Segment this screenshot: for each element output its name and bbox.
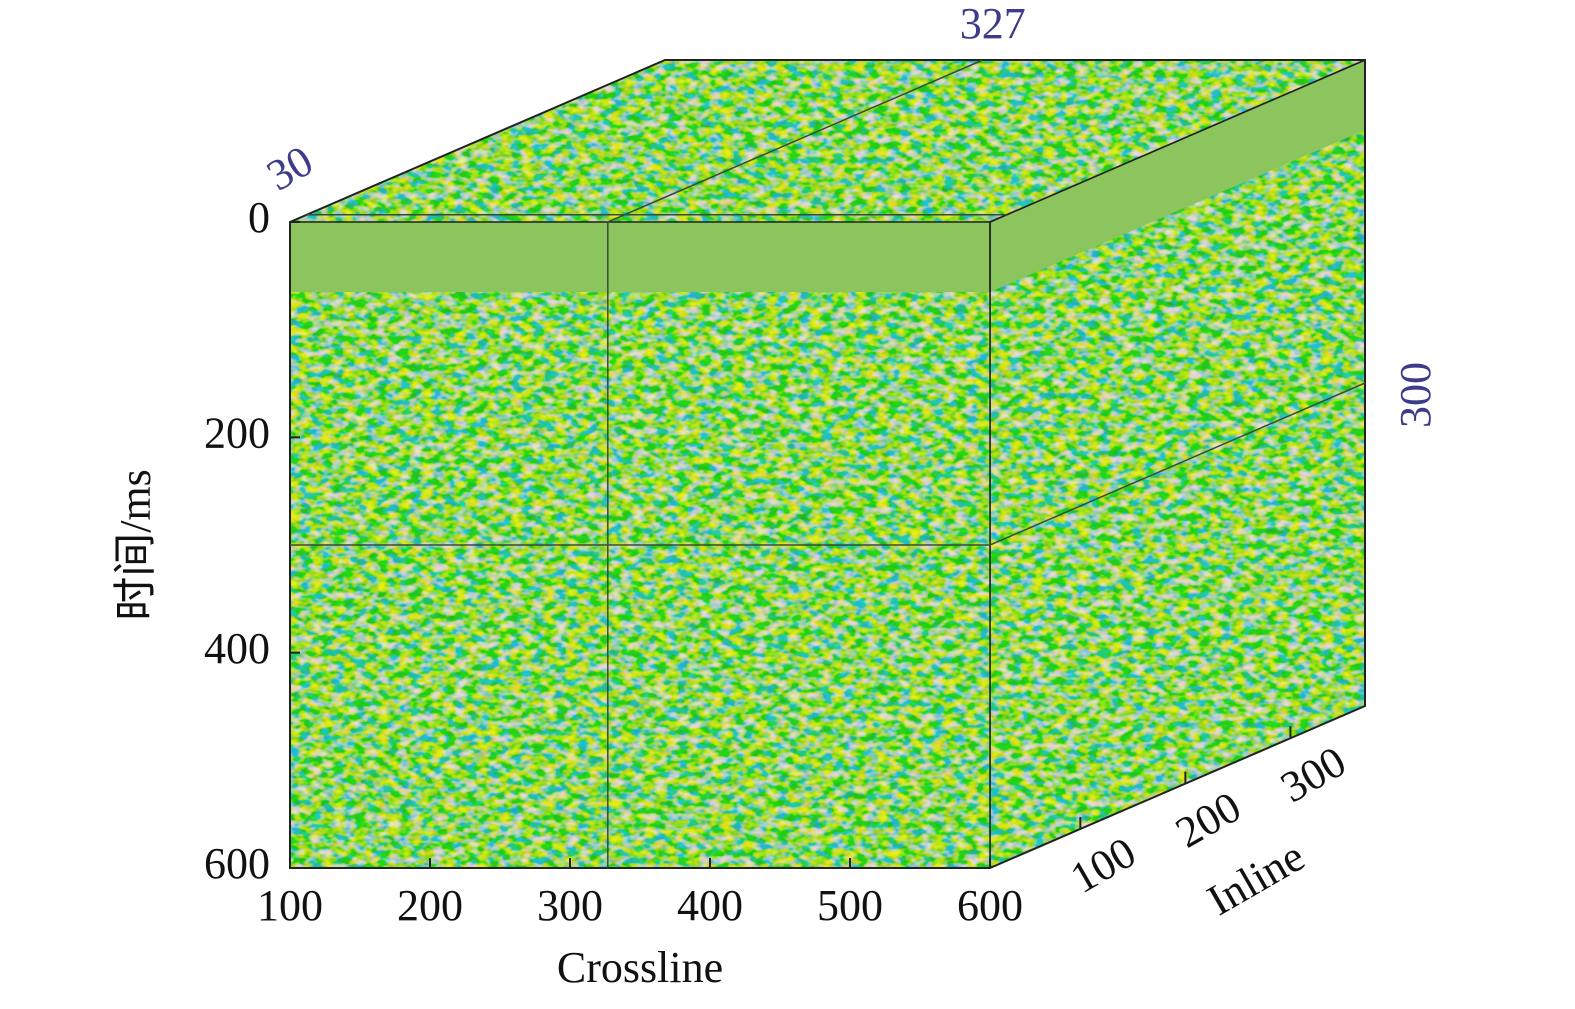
z-tick-label: 200 xyxy=(1167,782,1249,857)
x-tick-label: 100 xyxy=(257,881,323,930)
y-tick-label: 0 xyxy=(248,193,270,242)
x-axis-label: Crossline xyxy=(557,943,723,992)
z-tick-label: 300 xyxy=(1272,737,1354,812)
right-face-texture xyxy=(990,130,1365,868)
y-tick-label: 400 xyxy=(204,624,270,673)
inline-slice-label: 30 xyxy=(258,136,321,200)
crossline-slice-label: 327 xyxy=(960,0,1026,48)
cube-edge xyxy=(989,59,1366,223)
x-tick-label: 400 xyxy=(677,881,743,930)
crossline-slice xyxy=(607,59,984,868)
time-slice xyxy=(290,382,1366,546)
time-slice-label: 300 xyxy=(1391,362,1440,428)
z-axis-label: Inline xyxy=(1199,831,1312,925)
y-tick-label: 200 xyxy=(204,408,270,457)
top-face-texture xyxy=(290,60,1365,222)
x-tick-label: 500 xyxy=(817,881,883,930)
x-tick-label: 300 xyxy=(537,881,603,930)
z-tick-label: 100 xyxy=(1062,827,1144,902)
front-face-texture xyxy=(290,292,990,868)
x-tick-label: 600 xyxy=(957,881,1023,930)
y-axis-label: 时间/ms xyxy=(111,469,160,621)
cube-faces xyxy=(289,58,1366,870)
x-tick-label: 200 xyxy=(397,881,463,930)
y-tick-label: 600 xyxy=(204,839,270,888)
